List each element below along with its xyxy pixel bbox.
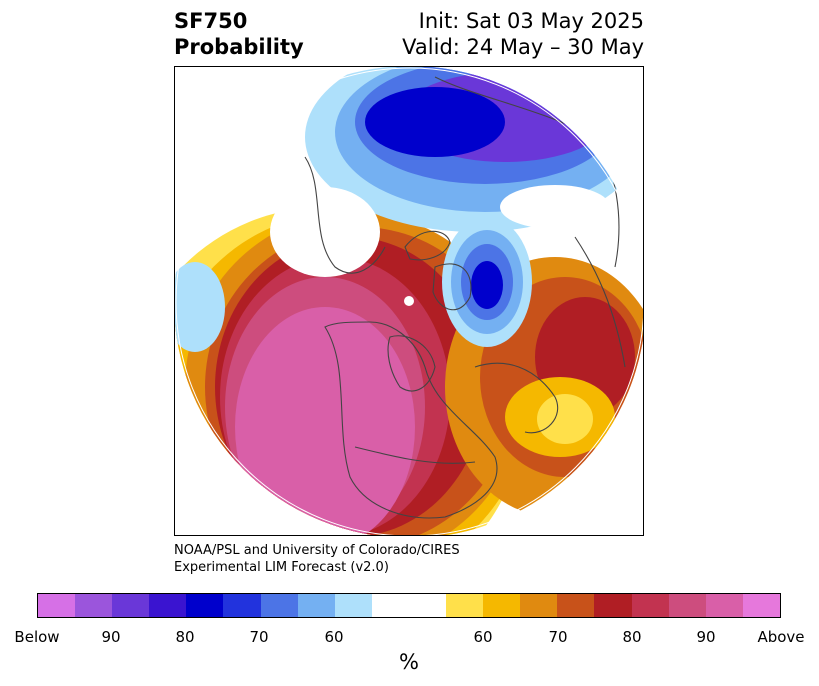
colorbar-segment — [483, 594, 521, 617]
colorbar-units: % — [399, 650, 419, 674]
colorbar-segment — [446, 594, 484, 617]
colorbar-segment — [75, 594, 113, 617]
colorbar-segment — [705, 594, 743, 617]
colorbar-tick: 90 — [696, 628, 716, 646]
pole-marker — [404, 296, 414, 306]
valid-range: Valid: 24 May – 30 May — [402, 35, 644, 59]
colorbar-tick: 60 — [324, 628, 344, 646]
colorbar-segment — [520, 594, 558, 617]
colorbar-segment — [297, 594, 335, 617]
colorbar-segment — [668, 594, 706, 617]
title-left: SF750 Probability — [174, 8, 304, 60]
credit-text: NOAA/PSL and University of Colorado/CIRE… — [174, 542, 460, 576]
colorbar-segment — [38, 594, 76, 617]
colorbar-segment — [223, 594, 261, 617]
init-date: Init: Sat 03 May 2025 — [418, 9, 644, 33]
title-type: Probability — [174, 35, 304, 59]
colorbar-segment — [149, 594, 187, 617]
cold-region-core — [365, 87, 505, 157]
colorbar-segment — [186, 594, 224, 617]
colorbar-tick: 70 — [548, 628, 568, 646]
colorbar — [37, 593, 781, 618]
colorbar-tick: Below — [14, 628, 60, 646]
warm-region-core — [235, 307, 415, 535]
colorbar-segment — [742, 594, 780, 617]
colorbar-tick: 80 — [175, 628, 195, 646]
colorbar-segment — [371, 594, 447, 617]
pacific-cool-patch — [175, 262, 225, 352]
colorbar-tick: 90 — [101, 628, 121, 646]
colorbar-tick: 70 — [249, 628, 269, 646]
colorbar-tick: 60 — [473, 628, 493, 646]
title-variable: SF750 — [174, 9, 248, 33]
colorbar-segment — [112, 594, 150, 617]
probability-map-svg — [175, 67, 643, 535]
colorbar-segment — [260, 594, 298, 617]
colorbar-segment — [594, 594, 632, 617]
colorbar-segment — [631, 594, 669, 617]
colorbar-segment — [557, 594, 595, 617]
polar-map — [174, 66, 644, 536]
colorbar-tick: Above — [757, 628, 805, 646]
title-right: Init: Sat 03 May 2025 Valid: 24 May – 30… — [402, 8, 644, 60]
neutral-patch-2 — [500, 185, 610, 229]
colorbar-tick: 80 — [622, 628, 642, 646]
credit-line-1: NOAA/PSL and University of Colorado/CIRE… — [174, 543, 460, 558]
credit-line-2: Experimental LIM Forecast (v2.0) — [174, 560, 389, 575]
arctic-cold-core — [471, 261, 503, 309]
neutral-patch-1 — [270, 187, 380, 277]
colorbar-segment — [334, 594, 372, 617]
atlantic-warm-core — [537, 394, 593, 444]
